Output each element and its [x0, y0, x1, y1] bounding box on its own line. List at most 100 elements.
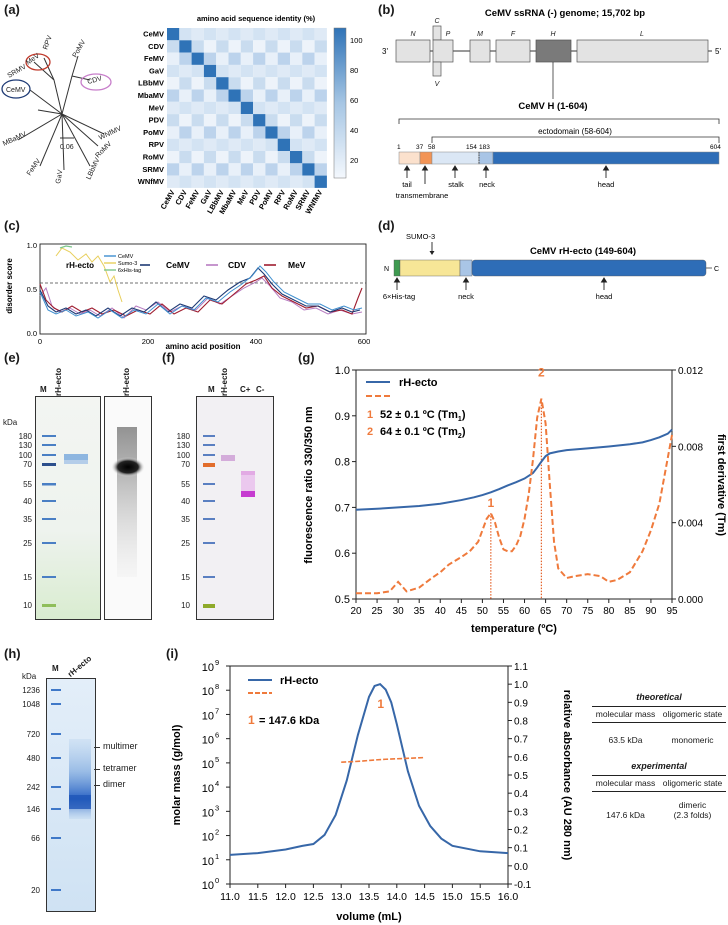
y2-tick-label: 0.9 — [514, 698, 528, 709]
x-tick-label: 70 — [561, 606, 573, 617]
series-line-absorbance — [229, 683, 509, 856]
heatmap-cell — [277, 175, 290, 188]
heatmap-cell — [167, 77, 180, 90]
heatmap-cell — [277, 163, 290, 176]
heatmap-cell — [302, 28, 315, 41]
heatmap-cell — [191, 175, 204, 188]
x-axis-label: volume (mL) — [336, 911, 402, 923]
marker-label: 130 — [176, 441, 190, 450]
tree-taxon: RPV — [42, 34, 54, 50]
y-tick-label: 0.8 — [335, 457, 350, 469]
heatmap-cell — [191, 101, 204, 115]
his-tag-label: 6×His-tag — [383, 292, 415, 301]
heatmap-cell — [265, 89, 278, 102]
heatmap-cell — [203, 163, 217, 176]
heatmap-cell — [191, 40, 204, 53]
mass-index: 1 — [248, 713, 255, 727]
heatmap-row-label: GaV — [149, 66, 164, 75]
heatmap-cell — [240, 89, 254, 102]
position-label: 154 — [466, 144, 477, 151]
domain-head-box — [492, 151, 720, 165]
y-tick-base: 10 — [202, 807, 214, 819]
heatmap-cell — [179, 163, 192, 176]
gene-M — [469, 39, 491, 63]
marker-label: 100 — [18, 451, 32, 460]
x-tick-label: 16.0 — [498, 891, 519, 903]
heatmap-cell — [314, 40, 327, 53]
domain-stalk-box — [431, 151, 480, 165]
heatmap-cell — [265, 114, 278, 127]
marker-label: 66 — [31, 834, 40, 843]
gene-H — [535, 39, 572, 63]
x-tick-label: 13.5 — [359, 891, 380, 903]
panel-label-a: (a) — [4, 2, 20, 17]
y-tick-exponent: 9 — [215, 658, 219, 667]
heatmap-cell — [216, 138, 229, 151]
series-line-derivative — [356, 398, 673, 595]
heatmap-cell — [240, 126, 254, 139]
heatmap-cell — [228, 126, 241, 139]
disorder-plot: disorder score 1.0 0.5 0.0 0 200 400 600… — [5, 241, 370, 350]
heatmap-cell — [216, 126, 229, 139]
heatmap-cell — [277, 40, 290, 53]
heatmap-cell — [277, 138, 290, 151]
heatmap-row-label: CDV — [148, 42, 164, 51]
heatmap-cell — [179, 175, 192, 188]
heatmap-cell — [179, 40, 192, 53]
heatmap-cell — [265, 151, 278, 164]
x-tick-label: 60 — [519, 606, 531, 617]
x-axis-label: temperature (ºC) — [471, 623, 557, 635]
heatmap-cell — [265, 101, 278, 115]
heatmap-cell — [216, 175, 229, 188]
heatmap-cell — [253, 114, 266, 127]
tree-taxon: CeMV — [6, 87, 26, 94]
heatmap-cell — [191, 126, 204, 139]
heatmap-cell — [167, 28, 180, 41]
y-tick-exponent: 7 — [215, 706, 219, 715]
heatmap-row-label: LBbMV — [138, 79, 164, 88]
mass-value: = 147.6 kDa — [259, 715, 320, 727]
domain-tail-box — [398, 151, 421, 165]
construct-diagram: SUMO-3 CeMV rH-ecto (149-604) N C 6×His-… — [383, 232, 719, 301]
x-tick-label: 30 — [393, 606, 405, 617]
y-tick-base: 10 — [202, 710, 214, 722]
gene-label: V — [435, 81, 441, 88]
heatmap-cell — [290, 138, 303, 151]
heatmap-cell — [253, 40, 266, 53]
x-tick-label: 95 — [666, 606, 678, 617]
gel-e-kda: kDa — [3, 418, 18, 427]
heatmap-row-label: WNfMV — [138, 177, 164, 186]
position-label: 37 — [416, 144, 424, 151]
y2-tick-label: 1.1 — [514, 662, 528, 673]
heatmap-cell — [191, 52, 204, 65]
legend-item: CeMV — [166, 260, 190, 270]
heatmap-cell — [302, 114, 315, 127]
heatmap-cell — [203, 40, 217, 53]
y-tick-exponent: 0 — [215, 876, 219, 885]
colorbar-tick: 80 — [350, 66, 358, 75]
tree-scale-label: 0.06 — [60, 144, 74, 151]
disorder-line-mev — [39, 275, 363, 317]
heatmap-cell — [314, 175, 327, 188]
table-experimental-title: experimental — [631, 761, 687, 771]
domain-label: head — [598, 180, 615, 189]
c-terminus: C — [714, 266, 719, 273]
y2-tick-label: 0.000 — [678, 595, 703, 606]
y2-tick-label: 0.7 — [514, 735, 528, 746]
heatmap-cell — [302, 77, 315, 90]
gene-C — [432, 25, 442, 41]
heatmap-cell — [277, 126, 290, 139]
heatmap-cell — [314, 64, 327, 78]
heatmap-row-label: SRMV — [142, 165, 164, 174]
gene-label: M — [477, 31, 483, 38]
heatmap-cell — [167, 40, 180, 53]
panel-label-e: (e) — [4, 350, 20, 365]
heatmap-cell — [302, 138, 315, 151]
heatmap-cell — [253, 138, 266, 151]
y-tick-label: 10 — [202, 686, 214, 698]
domain-label: stalk — [448, 180, 464, 189]
table-col-mass: molecular mass — [595, 709, 656, 719]
y2-tick-label: 0.008 — [678, 442, 703, 453]
results-table: theoretical molecular mass oligomeric st… — [592, 692, 726, 820]
heatmap-row-label: MeV — [149, 103, 164, 112]
